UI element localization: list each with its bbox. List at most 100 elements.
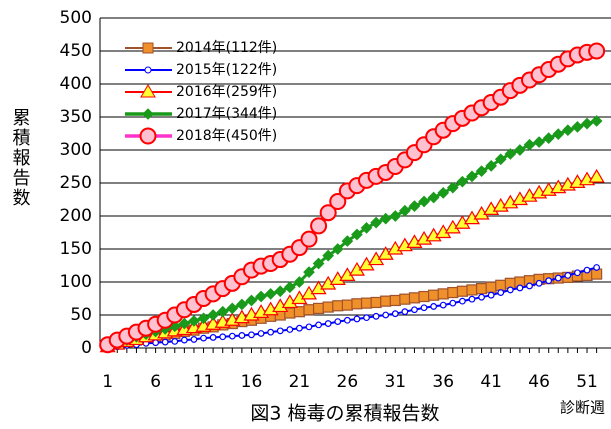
y-tick-label: 400 bbox=[60, 74, 92, 94]
marker bbox=[293, 276, 306, 288]
series bbox=[99, 42, 606, 354]
x-tick-label: 16 bbox=[241, 372, 263, 392]
marker bbox=[372, 312, 380, 320]
marker bbox=[382, 311, 390, 319]
marker bbox=[523, 138, 536, 151]
marker bbox=[188, 315, 200, 327]
marker bbox=[562, 124, 574, 137]
x-tick-label: 46 bbox=[528, 372, 550, 392]
marker bbox=[322, 249, 335, 262]
marker bbox=[360, 297, 373, 309]
x-tick-label: 41 bbox=[480, 372, 502, 392]
marker bbox=[360, 222, 373, 234]
marker bbox=[552, 128, 565, 141]
x-tick-label: 1 bbox=[102, 372, 113, 392]
marker bbox=[353, 315, 361, 323]
marker bbox=[581, 117, 593, 130]
marker bbox=[475, 283, 488, 295]
y-tick-label: 150 bbox=[60, 239, 92, 259]
y-tick-label: 300 bbox=[60, 140, 92, 160]
marker bbox=[209, 334, 217, 341]
marker bbox=[341, 235, 354, 247]
marker bbox=[456, 175, 469, 188]
series bbox=[104, 264, 601, 351]
legend-label: 2017年(344件) bbox=[176, 106, 277, 122]
marker bbox=[351, 228, 363, 241]
marker bbox=[171, 338, 179, 345]
marker bbox=[418, 195, 430, 208]
marker bbox=[487, 291, 495, 299]
marker bbox=[437, 288, 449, 300]
marker bbox=[300, 230, 318, 248]
marker bbox=[466, 170, 478, 183]
marker bbox=[296, 324, 303, 332]
marker bbox=[574, 269, 581, 277]
y-tick-label: 100 bbox=[60, 272, 92, 292]
marker bbox=[458, 297, 466, 305]
marker bbox=[245, 294, 258, 307]
marker bbox=[535, 279, 543, 287]
x-tick-label: 31 bbox=[384, 372, 406, 392]
x-tick-label: 26 bbox=[337, 372, 359, 392]
marker bbox=[411, 306, 418, 314]
marker bbox=[190, 336, 198, 343]
legend-label: 2018年(450件) bbox=[176, 128, 277, 144]
marker bbox=[430, 303, 438, 310]
marker bbox=[420, 304, 428, 312]
y-tick-label: 450 bbox=[60, 41, 92, 61]
marker bbox=[351, 298, 363, 310]
marker bbox=[494, 153, 507, 166]
marker bbox=[315, 321, 322, 329]
legend-marker bbox=[142, 108, 154, 120]
marker bbox=[264, 288, 277, 300]
marker bbox=[331, 243, 344, 255]
marker bbox=[267, 328, 275, 336]
marker bbox=[236, 298, 248, 311]
legend-label: 2015年(122件) bbox=[176, 62, 277, 78]
marker bbox=[332, 300, 344, 312]
marker bbox=[389, 210, 402, 222]
marker bbox=[408, 200, 421, 212]
marker bbox=[554, 274, 562, 282]
marker bbox=[228, 332, 236, 340]
marker bbox=[379, 212, 392, 225]
marker bbox=[446, 181, 459, 194]
y-tick-label: 200 bbox=[60, 206, 92, 226]
marker bbox=[255, 290, 267, 303]
marker bbox=[283, 281, 296, 294]
marker bbox=[516, 284, 524, 292]
marker bbox=[389, 294, 401, 307]
marker bbox=[303, 266, 315, 278]
marker bbox=[312, 257, 325, 270]
x-axis-label: 診断週 bbox=[560, 399, 605, 417]
marker bbox=[207, 309, 219, 321]
marker bbox=[197, 312, 210, 325]
marker bbox=[418, 290, 430, 303]
y-tick-label: 500 bbox=[60, 8, 92, 28]
marker bbox=[380, 295, 392, 307]
marker bbox=[248, 331, 255, 339]
marker bbox=[437, 187, 450, 199]
marker bbox=[343, 316, 351, 324]
marker bbox=[152, 339, 160, 347]
marker bbox=[319, 204, 337, 222]
marker bbox=[178, 317, 191, 330]
marker bbox=[495, 279, 507, 291]
marker bbox=[588, 168, 605, 183]
marker bbox=[219, 333, 227, 341]
marker bbox=[391, 310, 399, 318]
marker bbox=[427, 191, 440, 204]
series-line bbox=[107, 266, 597, 349]
x-tick-label: 21 bbox=[289, 372, 311, 392]
marker bbox=[370, 216, 382, 229]
marker bbox=[401, 308, 409, 316]
marker bbox=[370, 296, 382, 309]
marker bbox=[506, 286, 514, 294]
marker bbox=[475, 165, 488, 177]
marker bbox=[310, 217, 328, 235]
marker bbox=[226, 302, 239, 315]
marker bbox=[334, 318, 342, 326]
y-axis-label: 累積報告数 bbox=[10, 108, 31, 208]
marker bbox=[322, 301, 334, 313]
x-tick-label: 11 bbox=[193, 372, 215, 392]
